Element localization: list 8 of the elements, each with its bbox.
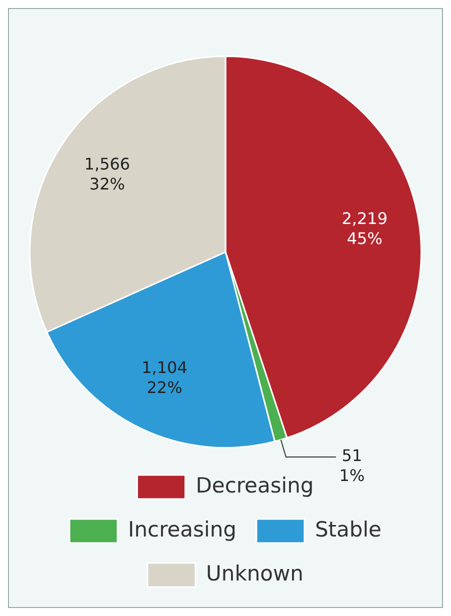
data-label: 1,566 32% [84, 154, 130, 194]
data-label: 2,219 45% [342, 208, 388, 248]
data-label: 1,104 22% [142, 358, 188, 398]
legend-label: Decreasing [196, 473, 314, 498]
legend-label: Stable [314, 517, 382, 542]
legend-label: Unknown [206, 561, 304, 586]
data-label: 51 1% [339, 446, 365, 486]
legend-label: Increasing [128, 517, 236, 542]
